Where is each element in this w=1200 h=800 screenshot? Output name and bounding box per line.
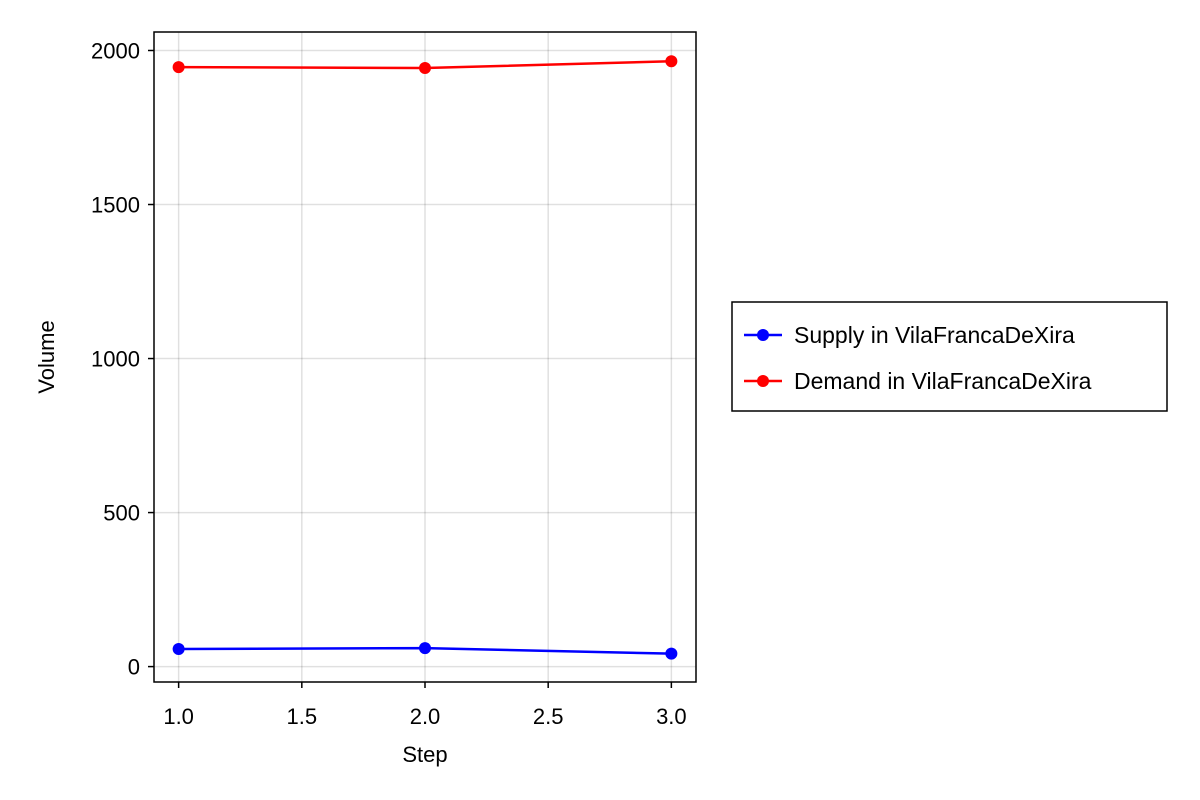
data-point [172, 643, 185, 656]
legend-marker [757, 329, 769, 341]
legend-box [731, 301, 1168, 412]
y-tick-label: 1000 [91, 347, 140, 372]
x-tick-label: 2.5 [533, 704, 564, 729]
grid-lines [154, 32, 696, 682]
x-axis-label: Step [402, 742, 447, 767]
legend-label: Supply in VilaFrancaDeXira [794, 322, 1075, 348]
x-tick-label: 1.5 [287, 704, 318, 729]
y-tick-label: 0 [128, 655, 140, 680]
data-point [665, 55, 678, 68]
axis-ticks: 1.0 1.5 2.0 2.5 3.0 0 500 1000 1500 2000 [91, 38, 687, 729]
y-axis-label: Volume [34, 320, 59, 393]
series-layer [172, 55, 678, 660]
legend-marker [757, 375, 769, 387]
data-point [665, 647, 678, 660]
legend: Supply in VilaFrancaDeXira Demand in Vila… [731, 301, 1168, 412]
data-point [172, 61, 185, 74]
y-tick-label: 2000 [91, 38, 140, 63]
x-tick-label: 3.0 [656, 704, 687, 729]
x-tick-label: 2.0 [410, 704, 441, 729]
data-point [419, 642, 431, 655]
data-point [419, 62, 431, 75]
y-tick-label: 500 [103, 501, 140, 526]
x-tick-label: 1.0 [163, 704, 194, 729]
legend-label: Demand in VilaFrancaDeXira [794, 368, 1092, 394]
y-tick-label: 1500 [91, 193, 140, 218]
